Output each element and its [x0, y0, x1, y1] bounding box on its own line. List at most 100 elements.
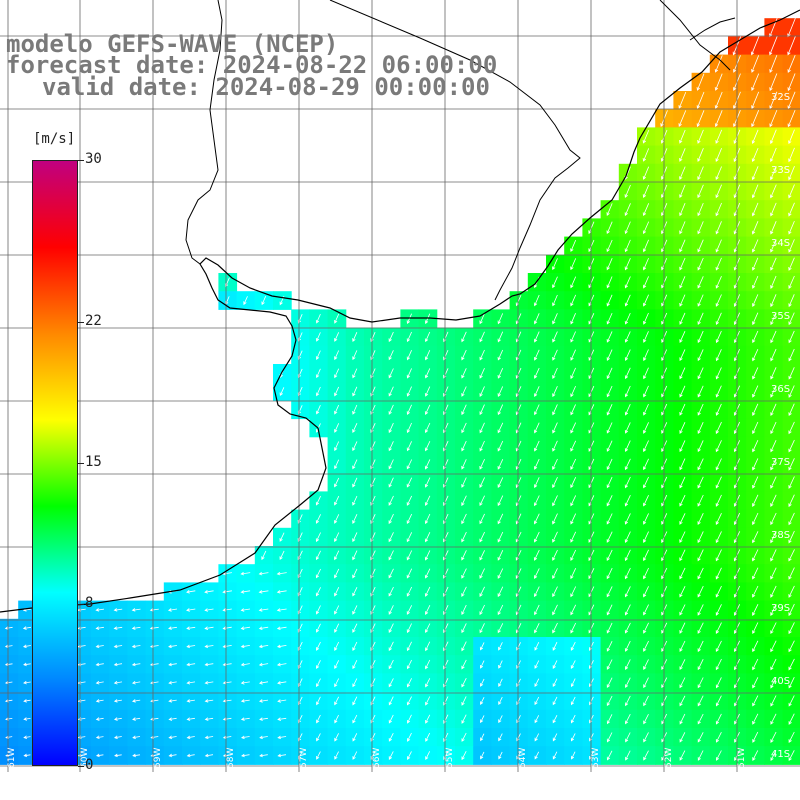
- wind-arrow: [497, 568, 504, 579]
- wind-arrow: [222, 680, 232, 685]
- wind-arrow: [425, 623, 431, 634]
- wind-arrow: [240, 680, 250, 685]
- wind-arrow: [461, 568, 467, 579]
- wind-arrow: [606, 586, 613, 598]
- wind-arrow: [679, 750, 686, 761]
- wind-arrow: [516, 696, 521, 706]
- wind-arrow: [625, 677, 631, 689]
- wind-arrow: [643, 312, 649, 325]
- title-valid-date: valid date: 2024-08-29 00:00:00: [42, 73, 490, 101]
- wind-arrow: [770, 731, 777, 743]
- wind-arrow: [788, 512, 795, 526]
- wind-arrow: [643, 331, 649, 343]
- wind-arrow: [240, 717, 250, 721]
- wind-arrow: [406, 586, 413, 597]
- wind-arrow: [770, 202, 777, 217]
- wind-arrow: [606, 404, 613, 416]
- wind-arrow: [770, 367, 777, 380]
- wind-arrow: [715, 640, 722, 653]
- wind-arrow: [679, 531, 686, 544]
- wind-arrow: [276, 662, 287, 667]
- wind-arrow: [23, 717, 31, 721]
- wind-arrow: [679, 239, 686, 253]
- wind-arrow: [570, 477, 577, 489]
- wind-arrow: [388, 495, 394, 506]
- wind-arrow: [186, 626, 196, 630]
- wind-arrow: [461, 623, 467, 634]
- wind-arrow: [570, 513, 577, 525]
- wind-arrow: [625, 695, 631, 707]
- wind-arrow: [240, 699, 250, 703]
- wind-arrow: [334, 423, 340, 433]
- wind-arrow: [752, 494, 759, 507]
- wind-arrow: [643, 276, 649, 289]
- wind-arrow: [388, 586, 394, 597]
- wind-arrow: [624, 239, 631, 253]
- wind-arrow: [534, 531, 540, 543]
- wind-arrow: [788, 476, 795, 489]
- wind-arrow: [770, 147, 777, 163]
- wind-arrow: [625, 714, 631, 725]
- wind-arrow: [334, 514, 340, 524]
- wind-arrow: [787, 91, 796, 110]
- wind-arrow: [679, 659, 686, 671]
- wind-arrow: [276, 626, 287, 630]
- wind-arrow: [679, 166, 686, 180]
- wind-arrow: [752, 275, 759, 289]
- wind-arrow: [497, 368, 504, 379]
- wind-arrow: [606, 531, 613, 543]
- wind-arrow: [277, 753, 287, 758]
- wind-arrow: [186, 735, 195, 740]
- wind-arrow: [697, 403, 704, 416]
- wind-arrow: [752, 622, 759, 635]
- wind-arrow: [315, 550, 321, 561]
- wind-arrow: [186, 662, 196, 667]
- wind-arrow: [258, 699, 269, 703]
- wind-arrow: [697, 349, 704, 362]
- wind-arrow: [570, 385, 576, 398]
- wind-arrow: [334, 678, 340, 688]
- wind-arrow: [23, 735, 31, 739]
- wind-arrow: [479, 440, 485, 452]
- wind-arrow: [315, 495, 321, 506]
- wind-arrow: [258, 590, 269, 594]
- wind-arrow: [480, 733, 485, 742]
- wind-arrow: [534, 313, 540, 325]
- wind-arrow: [316, 678, 321, 688]
- wind-arrow: [443, 714, 449, 724]
- wind-arrow: [624, 440, 631, 452]
- wind-arrow: [770, 184, 777, 199]
- wind-arrow: [570, 714, 576, 724]
- wind-arrow: [406, 641, 412, 652]
- wind-arrow: [770, 440, 777, 453]
- wind-arrow: [497, 422, 504, 434]
- wind-arrow: [406, 386, 412, 397]
- wind-arrow: [570, 678, 576, 688]
- wind-arrow: [697, 221, 704, 235]
- wind-arrow: [752, 257, 759, 271]
- wind-arrow: [624, 476, 631, 489]
- wind-arrow: [277, 735, 287, 740]
- wind-arrow: [715, 367, 722, 380]
- wind-arrow: [315, 605, 321, 615]
- latitude-label: 36S: [771, 384, 790, 395]
- wind-arrow: [497, 404, 504, 416]
- wind-arrow: [679, 221, 686, 235]
- wind-arrow: [643, 659, 649, 670]
- wind-arrow: [186, 644, 196, 649]
- wind-arrow: [787, 55, 796, 73]
- wind-arrow: [425, 659, 431, 670]
- wind-arrow: [715, 257, 722, 271]
- wind-arrow: [533, 549, 540, 561]
- wind-arrow: [424, 331, 431, 343]
- wind-arrow: [479, 313, 485, 325]
- longitude-label: 52W: [664, 748, 674, 768]
- wind-arrow: [131, 680, 141, 685]
- wind-arrow: [168, 699, 177, 703]
- wind-arrow: [204, 735, 214, 740]
- wind-arrow: [461, 586, 467, 597]
- wind-arrow: [533, 294, 540, 307]
- wind-arrow: [334, 495, 340, 506]
- wind-arrow: [679, 202, 686, 217]
